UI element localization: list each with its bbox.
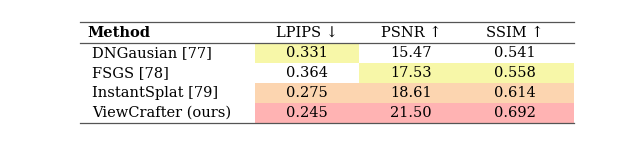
Text: InstantSplat [79]: InstantSplat [79] xyxy=(92,86,218,100)
Text: 0.331: 0.331 xyxy=(286,46,328,60)
Text: LPIPS ↓: LPIPS ↓ xyxy=(276,26,338,40)
Text: DNGausian [77]: DNGausian [77] xyxy=(92,46,212,60)
Bar xyxy=(463,83,574,103)
Bar xyxy=(359,83,463,103)
Bar xyxy=(463,103,574,123)
Text: 17.53: 17.53 xyxy=(390,66,432,80)
Text: PSNR ↑: PSNR ↑ xyxy=(381,26,441,40)
Bar xyxy=(359,63,463,83)
Bar xyxy=(255,103,359,123)
Text: 21.50: 21.50 xyxy=(390,106,432,120)
Text: Method: Method xyxy=(87,26,150,40)
Text: 0.364: 0.364 xyxy=(286,66,328,80)
Text: SSIM ↑: SSIM ↑ xyxy=(486,26,544,40)
Bar xyxy=(359,103,463,123)
Text: 0.692: 0.692 xyxy=(494,106,536,120)
Bar xyxy=(255,43,359,63)
Text: FSGS [78]: FSGS [78] xyxy=(92,66,169,80)
Text: 15.47: 15.47 xyxy=(390,46,432,60)
Text: 0.614: 0.614 xyxy=(494,86,536,100)
Text: 18.61: 18.61 xyxy=(390,86,432,100)
Text: ViewCrafter (ours): ViewCrafter (ours) xyxy=(92,106,231,120)
Bar xyxy=(463,63,574,83)
Bar xyxy=(255,83,359,103)
Text: 0.245: 0.245 xyxy=(286,106,328,120)
Text: 0.275: 0.275 xyxy=(286,86,328,100)
Text: 0.541: 0.541 xyxy=(494,46,536,60)
Text: 0.558: 0.558 xyxy=(494,66,536,80)
